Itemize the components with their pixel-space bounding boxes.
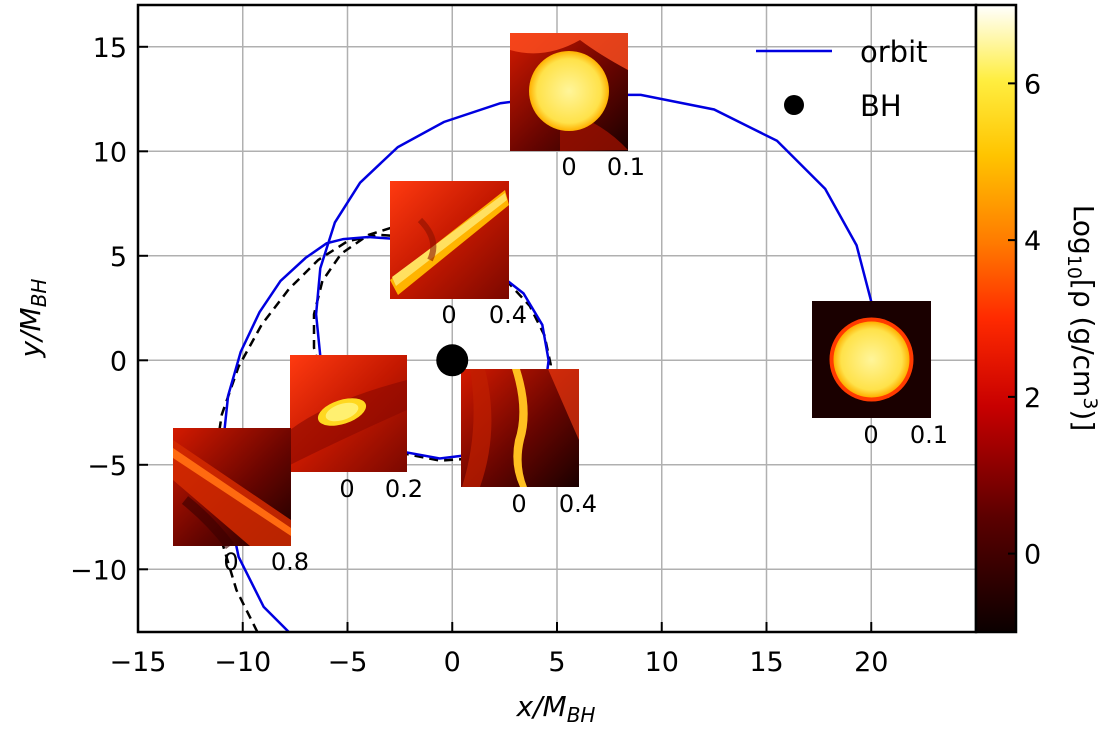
colorbar-tick-label: 2 <box>1024 383 1041 414</box>
scale-label: 0.1 <box>607 153 645 181</box>
legend-bh-label: BH <box>860 89 902 123</box>
colorbar-ticks: 0 2 4 6 <box>1008 69 1041 571</box>
scale-label: 0.1 <box>910 421 948 449</box>
colorbar-label-subscript: 10 <box>1063 255 1085 279</box>
colorbar-tick-label: 4 <box>1024 226 1041 257</box>
snapshot-stream-vertical <box>461 369 579 487</box>
scale-label: 0 <box>561 153 576 181</box>
y-axis-label-subscript: BH <box>27 279 51 308</box>
colorbar-tick-label: 0 <box>1024 540 1041 571</box>
x-tick-label: 10 <box>645 647 679 678</box>
x-tick-label: 20 <box>854 647 888 678</box>
snapshot-scale-labels: 0 0.1 0 0.1 0 0.4 0 0.4 0 0.2 0 0.8 <box>223 153 948 576</box>
x-tick-label: 15 <box>749 647 783 678</box>
black-hole-marker <box>436 344 469 377</box>
snapshot-round-star <box>812 301 931 418</box>
y-tick-label: 0 <box>110 346 127 377</box>
x-axis-ticks: −15 −10 −5 0 5 10 15 20 <box>110 622 888 678</box>
scale-label: 0.2 <box>385 475 423 503</box>
scale-label: 0.4 <box>559 490 597 518</box>
colorbar-tick-label: 6 <box>1024 69 1041 100</box>
snapshot-stream-diagonal <box>390 181 509 299</box>
y-tick-label: −10 <box>70 555 127 586</box>
x-axis-label: x/MBH <box>516 690 596 727</box>
x-tick-label: −15 <box>110 647 167 678</box>
scale-label: 0.8 <box>271 548 309 576</box>
snapshot-wide-stream <box>173 428 291 550</box>
colorbar-label: Log10[ρ (g/cm3)] <box>1063 205 1101 432</box>
scale-label: 0 <box>511 490 526 518</box>
y-tick-label: 15 <box>93 33 127 64</box>
y-tick-label: 10 <box>93 137 127 168</box>
colorbar-label-density: [ρ (g/cm <box>1067 279 1100 397</box>
legend: orbit BH <box>756 35 928 123</box>
y-tick-label: 5 <box>110 242 127 273</box>
scale-label: 0 <box>339 475 354 503</box>
colorbar-label-superscript: 3 <box>1079 397 1101 409</box>
x-tick-label: 0 <box>444 647 461 678</box>
scale-label: 0 <box>223 548 238 576</box>
snapshot-blob <box>290 355 407 472</box>
snapshot-round-star-top <box>510 33 628 151</box>
x-tick-label: 5 <box>548 647 565 678</box>
y-axis-label: y/MBH <box>14 279 51 359</box>
scale-label: 0.4 <box>489 301 527 329</box>
x-tick-label: −10 <box>214 647 271 678</box>
legend-bh-swatch <box>784 95 804 115</box>
x-tick-label: −5 <box>328 647 368 678</box>
y-tick-label: −5 <box>87 451 127 482</box>
x-axis-label-subscript: BH <box>567 703 596 727</box>
scale-label: 0 <box>441 301 456 329</box>
legend-orbit-label: orbit <box>860 35 928 69</box>
scale-label: 0 <box>863 421 878 449</box>
colorbar: 0 2 4 6 Log10[ρ (g/cm3)] <box>974 3 1101 634</box>
colorbar-frame <box>974 3 1018 634</box>
y-axis-ticks: −10 −5 0 5 10 15 <box>70 33 148 586</box>
colorbar-label-close: )] <box>1067 409 1100 431</box>
colorbar-gradient <box>976 5 1016 632</box>
